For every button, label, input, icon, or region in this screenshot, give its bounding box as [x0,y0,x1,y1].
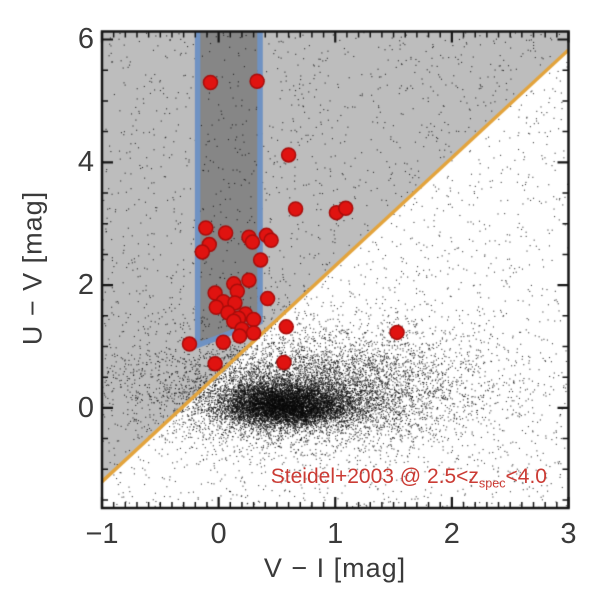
y-tick-label: 6 [77,23,94,56]
x-tick-label: 1 [327,518,344,550]
x-tick-label: 3 [560,518,577,550]
x-tick-label: −1 [85,518,119,550]
annotation-steidel: Steidel+2003 @ 2.5<zspec<4.0 [271,466,547,490]
annotation-text-part2: <4.0 [505,465,547,488]
y-tick-label: 4 [77,146,94,179]
y-tick-label: 0 [77,391,94,424]
x-tick-label: 2 [443,518,460,550]
x-axis-title: V − I [mag] [263,553,407,583]
y-axis-title: U − V [mag] [17,190,48,346]
x-tick-label: 0 [210,518,227,550]
annotation-subscript: spec [478,476,506,491]
y-tick-label: 2 [77,269,94,302]
annotation-text-part1: Steidel+2003 @ 2.5<z [270,465,479,488]
